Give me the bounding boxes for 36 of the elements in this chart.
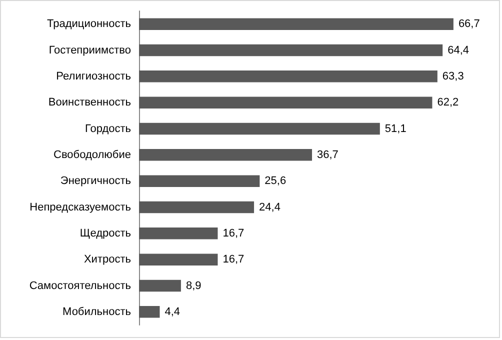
bar [139, 122, 380, 135]
y-tick-label: Религиозность [56, 70, 132, 82]
y-tick-label: Свободолюбие [54, 148, 131, 161]
y-tick-label: Мобильность [62, 306, 132, 318]
y-tick-label: Традиционность [47, 18, 132, 30]
bar [139, 149, 312, 161]
bar [139, 18, 454, 30]
bar [139, 254, 218, 266]
data-label: 25,6 [264, 175, 286, 188]
bar [139, 96, 432, 108]
bar [139, 70, 438, 82]
data-label: 16,7 [222, 227, 244, 240]
y-tick-label: Воинственность [48, 96, 132, 109]
data-label: 36,7 [317, 148, 338, 161]
data-label: 8,9 [186, 280, 202, 292]
bar [139, 175, 260, 187]
y-tick-label: Щедрость [80, 227, 132, 240]
data-label: 63,3 [442, 70, 464, 82]
data-label: 62,2 [437, 96, 459, 109]
y-tick-label: Самостоятельность [29, 280, 132, 292]
y-tick-label: Непредсказуемость [30, 201, 132, 214]
bar [139, 228, 218, 240]
y-tick-label: Гостеприимство [48, 44, 131, 56]
bar [139, 44, 443, 56]
data-label: 64,4 [448, 44, 470, 56]
y-tick-label: Гордость [84, 122, 132, 135]
bar [139, 201, 254, 214]
data-label: 24,4 [259, 201, 280, 214]
data-label: 16,7 [222, 254, 244, 266]
data-label: 51,1 [384, 122, 406, 135]
data-label: 4,4 [164, 306, 180, 318]
bar [139, 306, 160, 318]
y-tick-label: Хитрость [84, 254, 132, 266]
y-tick-label: Энергичность [60, 175, 132, 188]
data-label: 66,7 [458, 18, 480, 30]
bar [139, 280, 181, 292]
